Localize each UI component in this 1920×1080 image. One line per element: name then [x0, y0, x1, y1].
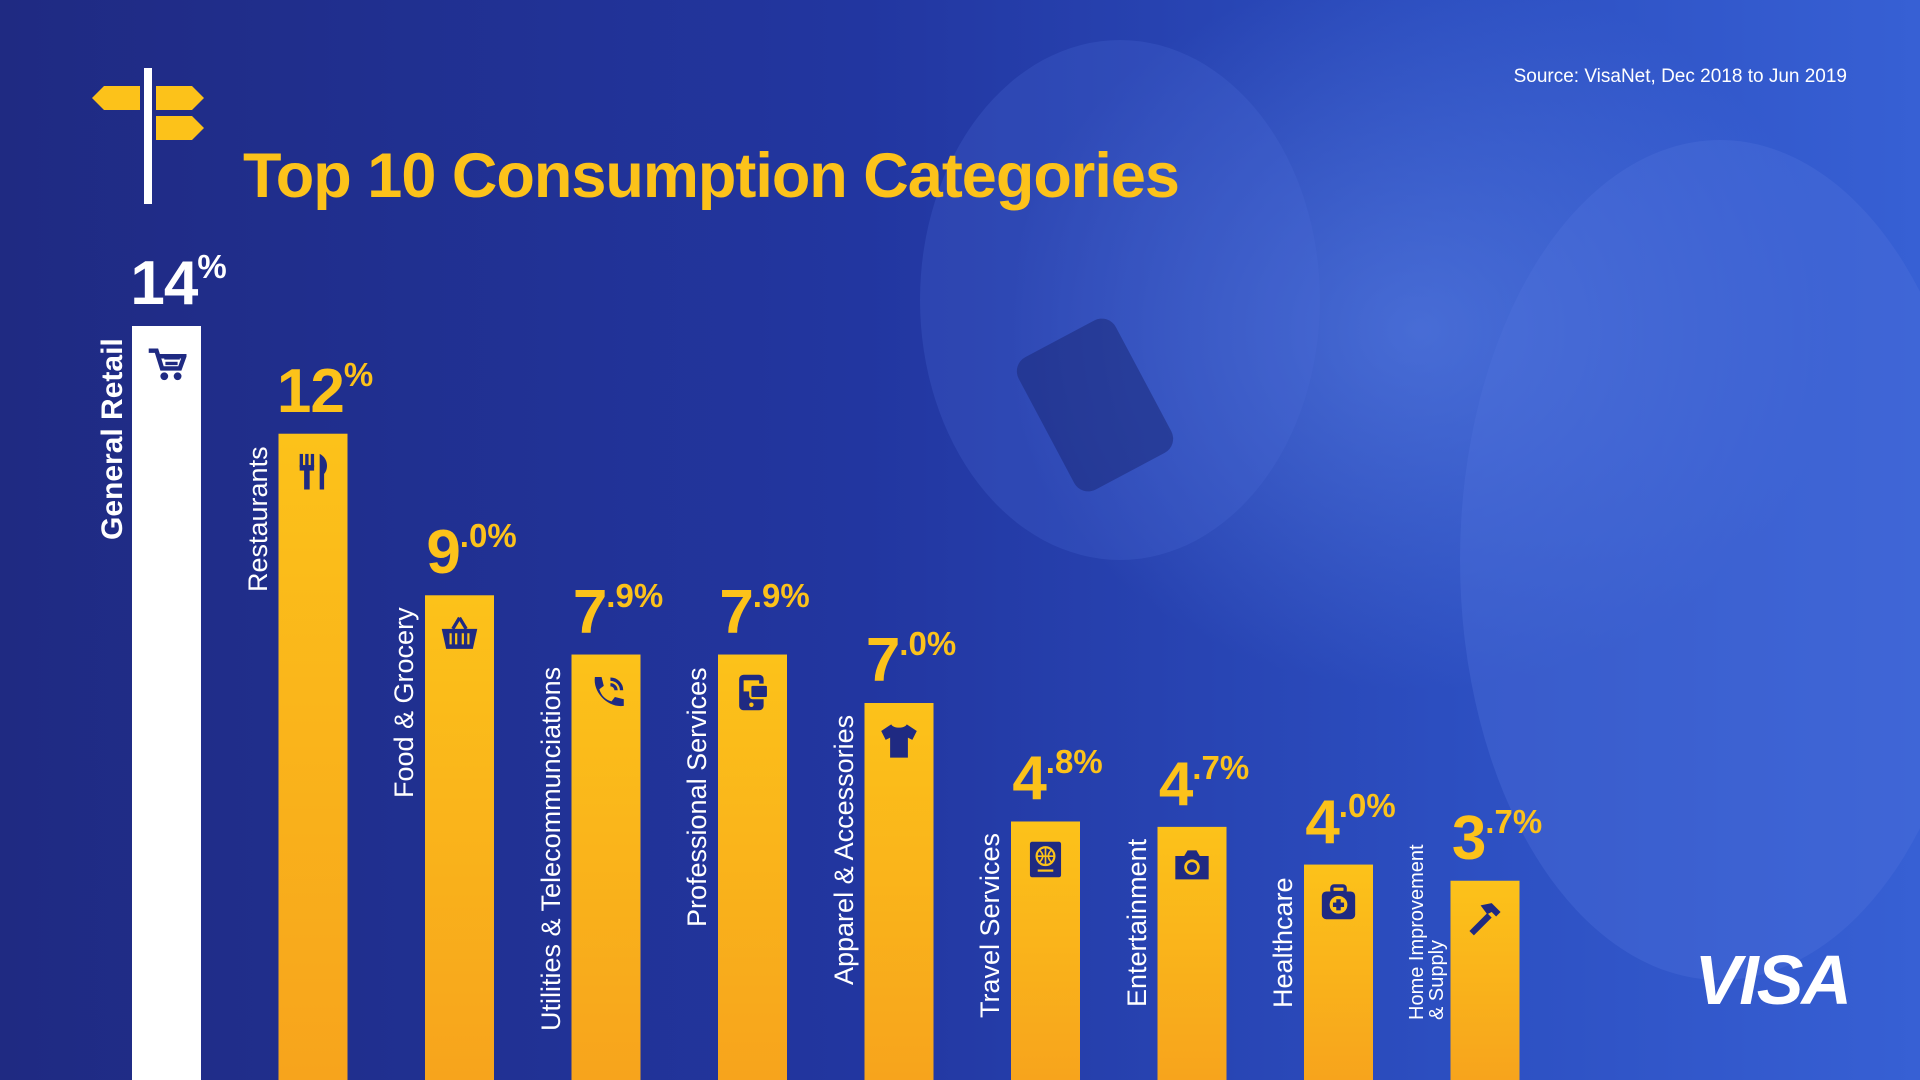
value-small: .8% — [1045, 743, 1103, 781]
bar-5 — [864, 703, 934, 1080]
shopping-cart-icon — [148, 348, 187, 381]
value-big: 7 — [865, 626, 900, 695]
category-label-8: Healthcare — [1268, 876, 1298, 1008]
value-label-0: 14% — [130, 248, 226, 319]
passport-icon — [1029, 841, 1062, 878]
value-label-3: 7.9% — [573, 577, 663, 648]
visa-logo: VISA — [1694, 941, 1852, 1019]
value-big: 4 — [1012, 744, 1046, 814]
value-small: .0% — [899, 625, 957, 662]
value-label-9: 3.7% — [1452, 803, 1542, 874]
bar-3 — [571, 654, 641, 1080]
camera-icon — [1175, 850, 1209, 880]
value-small: % — [343, 355, 374, 393]
value-label-4: 7.9% — [719, 577, 809, 648]
category-label-2: Food & Grocery — [389, 607, 419, 799]
value-label-6: 4.8% — [1012, 743, 1102, 814]
value-small: .9% — [752, 576, 810, 614]
value-big: 12 — [276, 356, 345, 426]
category-label-4: Professional Services — [682, 666, 712, 927]
value-label-7: 4.7% — [1159, 749, 1249, 820]
source-note: Source: VisaNet, Dec 2018 to Jun 2019 — [1513, 66, 1847, 87]
category-label-0: General Retail — [96, 338, 129, 540]
category-label-7: Entertainment — [1121, 838, 1152, 1007]
bar-9 — [1450, 880, 1520, 1080]
value-small: .0% — [459, 517, 517, 555]
category-label-1: Restaurants — [242, 446, 273, 592]
phone-icon — [594, 676, 624, 707]
chart-title: Top 10 Consumption Categories — [243, 141, 1180, 211]
device-icon — [739, 674, 770, 711]
value-big: 14 — [130, 249, 198, 318]
value-big: 4 — [1305, 787, 1339, 857]
category-label-6: Travel Services — [975, 833, 1005, 1019]
bar-4 — [718, 654, 787, 1080]
category-label-3: Utilities & Telecommunciations — [535, 666, 566, 1031]
category-label-9: Home Improvement & Supply — [1405, 844, 1448, 1020]
value-small: % — [197, 248, 227, 285]
value-label-2: 9.0% — [426, 517, 516, 588]
basket-icon — [441, 616, 478, 649]
value-big: 3 — [1451, 803, 1486, 873]
value-label-5: 7.0% — [866, 625, 956, 696]
value-big: 7 — [719, 577, 753, 647]
hammer-icon — [1469, 903, 1501, 936]
value-big: 9 — [426, 518, 460, 588]
fork-knife-icon — [299, 453, 328, 490]
bar-2 — [425, 595, 494, 1080]
bar-1 — [278, 433, 348, 1080]
value-big: 7 — [572, 577, 607, 647]
bar-0 — [132, 326, 201, 1080]
value-small: .7% — [1485, 802, 1543, 840]
value-label-8: 4.0% — [1305, 787, 1395, 858]
value-label-1: 12% — [277, 356, 373, 427]
value-big: 4 — [1158, 749, 1193, 819]
value-small: .0% — [1338, 786, 1396, 824]
category-label-5: Apparel & Accessories — [828, 714, 859, 985]
medical-kit-icon — [1321, 884, 1356, 920]
value-small: .9% — [606, 576, 664, 614]
signpost-icon — [92, 68, 204, 204]
value-small: .7% — [1192, 748, 1250, 786]
